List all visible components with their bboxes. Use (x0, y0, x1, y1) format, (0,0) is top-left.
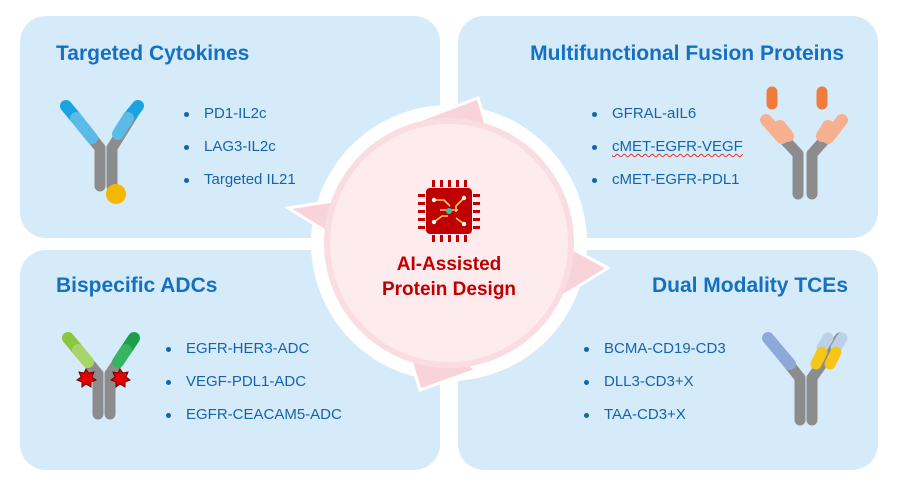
center-title: AI-Assisted Protein Design (349, 252, 549, 302)
list-item: LAG3-IL2c (184, 137, 296, 170)
list-item: EGFR-HER3-ADC (166, 339, 342, 372)
chip-icon (418, 180, 480, 242)
payload-star-right (109, 368, 132, 388)
targeted-cytokines-list: PD1-IL2c LAG3-IL2c Targeted IL21 (184, 104, 296, 203)
tce-antibody-icon (762, 332, 848, 426)
bispecific-adcs-list: EGFR-HER3-ADC VEGF-PDL1-ADC EGFR-CEACAM5… (166, 339, 342, 438)
list-item: DLL3-CD3+X (584, 372, 726, 405)
list-item-text: cMET-EGFR-VEGF (612, 138, 743, 155)
center-title-line2: Protein Design (381, 279, 517, 300)
list-item: GFRAL-aIL6 (592, 104, 743, 137)
cytokine-antibody-icon (60, 100, 144, 204)
list-item: TAA-CD3+X (584, 405, 726, 438)
payload-star-left (75, 368, 98, 388)
center-title-line1: AI-Assisted (396, 254, 502, 275)
dual-modality-tces-list: BCMA-CD19-CD3 DLL3-CD3+X TAA-CD3+X (584, 339, 726, 438)
list-item: cMET-EGFR-VEGF (592, 137, 743, 170)
list-item: PD1-IL2c (184, 104, 296, 137)
dual-modality-tces-title: Dual Modality TCEs (651, 274, 848, 297)
multifunctional-fusion-title: Multifunctional Fusion Proteins (530, 42, 844, 65)
list-item: BCMA-CD19-CD3 (584, 339, 726, 372)
adc-antibody-icon (62, 332, 140, 420)
fusion-protein-antibody-icon (760, 86, 848, 200)
list-item: EGFR-CEACAM5-ADC (166, 405, 342, 438)
targeted-cytokines-title: Targeted Cytokines (56, 42, 250, 65)
bispecific-adcs-title: Bispecific ADCs (56, 274, 218, 297)
list-item: Targeted IL21 (184, 170, 296, 203)
multifunctional-fusion-list: GFRAL-aIL6 cMET-EGFR-VEGF cMET-EGFR-PDL1 (592, 104, 743, 203)
list-item: cMET-EGFR-PDL1 (592, 170, 743, 203)
list-item: VEGF-PDL1-ADC (166, 372, 342, 405)
